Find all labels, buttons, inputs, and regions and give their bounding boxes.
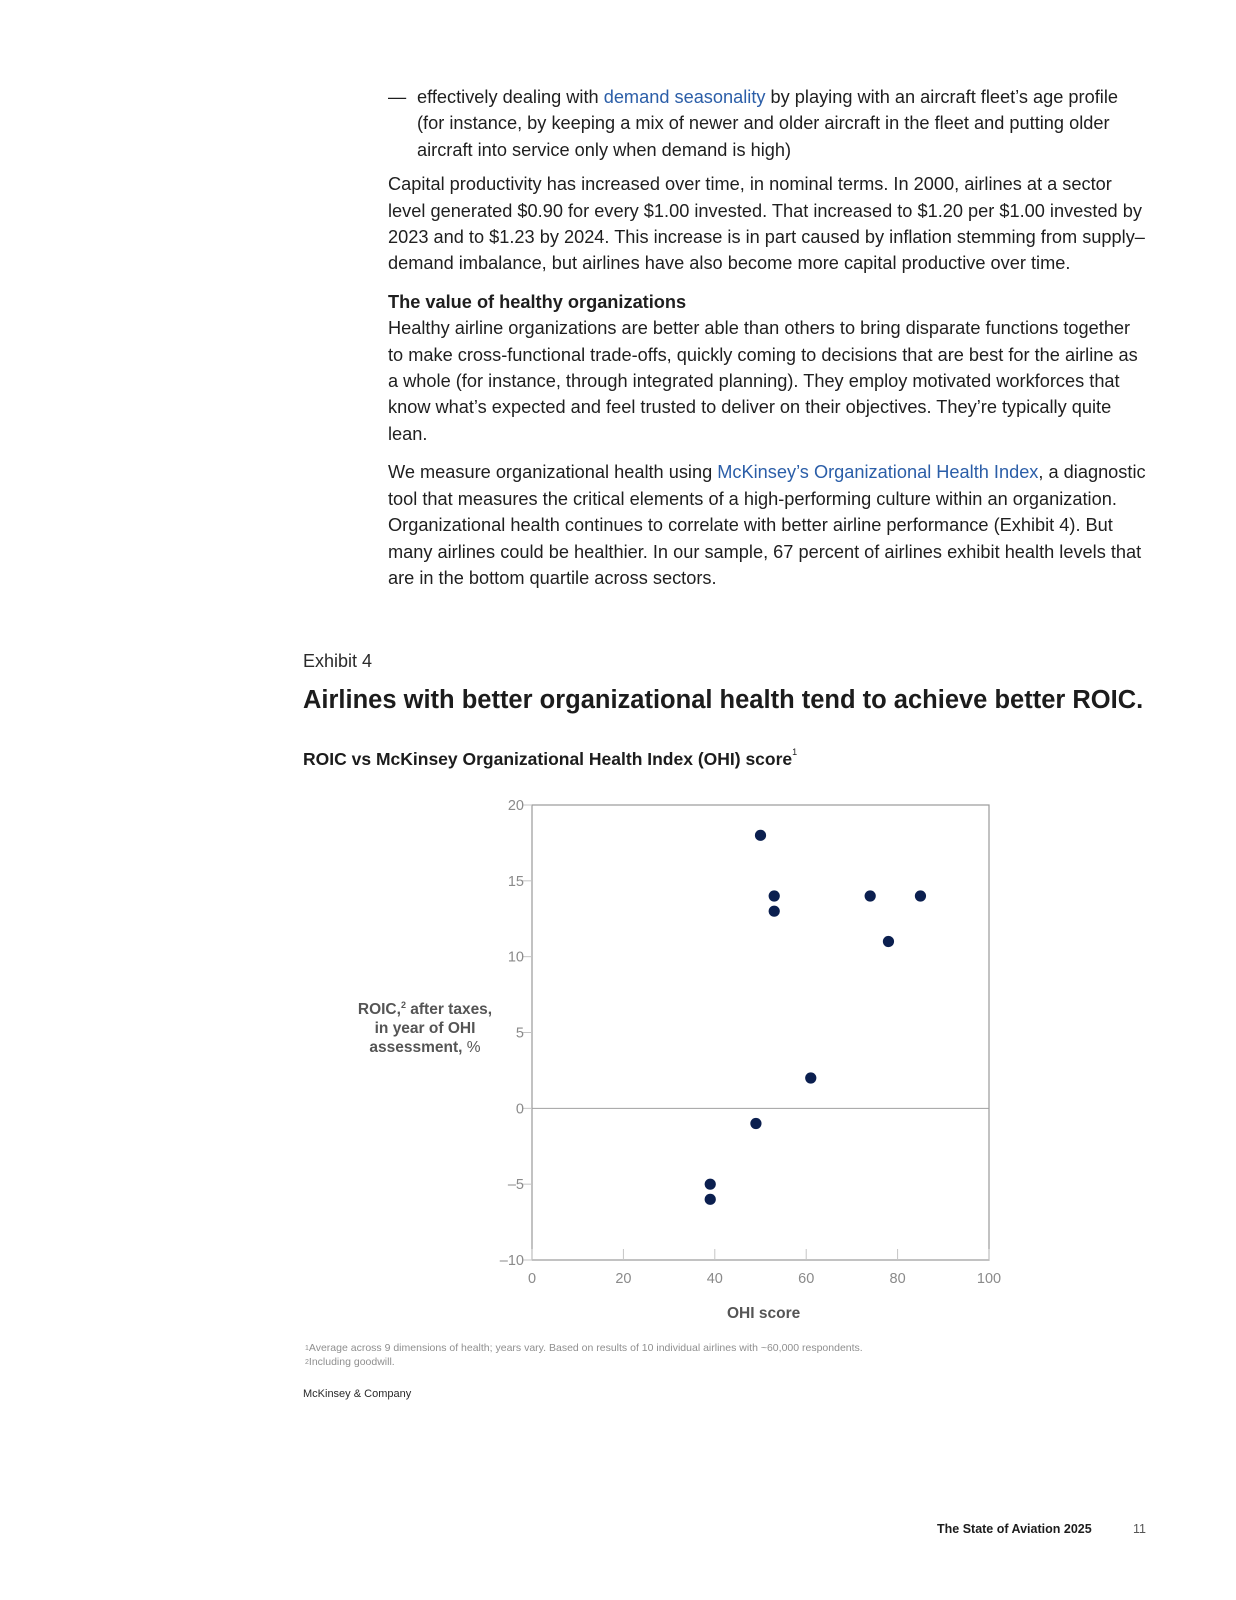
- ohi-link[interactable]: McKinsey’s Organizational Health Index: [717, 462, 1039, 483]
- capital-productivity-paragraph: Capital productivity has increased over …: [388, 174, 1145, 274]
- points-layer: [704, 829, 927, 1205]
- footer-publication-title: The State of Aviation 2025: [937, 1522, 1092, 1536]
- footnote-2: 2Including goodwill.: [305, 1356, 863, 1370]
- plot-frame: [531, 804, 990, 1261]
- page-number: 11: [1133, 1522, 1146, 1536]
- y-tick-label: –10: [500, 1253, 524, 1269]
- data-point: [768, 890, 780, 902]
- chart-subtitle-text: ROIC vs McKinsey Organizational Health I…: [303, 749, 793, 769]
- chart-subtitle-footnote-ref: 1: [792, 747, 798, 757]
- y-tick-label: 10: [508, 950, 524, 966]
- data-point: [768, 905, 780, 917]
- footnote-2-marker: 2: [305, 1358, 309, 1366]
- footnotes: 1Average across 9 dimensions of health; …: [305, 1342, 863, 1369]
- y-axis-label: ROIC,2 after taxes, in year of OHI asses…: [350, 996, 500, 1057]
- data-point: [805, 1072, 817, 1084]
- article-body: — effectively dealing with demand season…: [388, 84, 1150, 603]
- footnote-2-text: Including goodwill.: [308, 1355, 395, 1368]
- measure-text-before: We measure organizational health using: [388, 462, 718, 483]
- y-tick-label: 0: [516, 1101, 524, 1117]
- source-credit: McKinsey & Company: [303, 1388, 412, 1400]
- bullet-item: — effectively dealing with demand season…: [388, 84, 1150, 163]
- section-subheading: The value of healthy organizations: [388, 291, 687, 312]
- bullet-text-before: effectively dealing with: [417, 87, 604, 107]
- y-tick-label: 15: [508, 874, 524, 890]
- bullet-dash: —: [388, 87, 407, 107]
- exhibit-title: Airlines with better organizational heal…: [303, 686, 1144, 714]
- data-point: [864, 890, 876, 902]
- footnote-1-text: Average across 9 dimensions of health; y…: [308, 1342, 863, 1354]
- healthy-organizations-paragraph: Healthy airline organizations are better…: [388, 318, 1138, 444]
- bullet-text-after: by playing with an aircraft fleet’s age …: [417, 87, 1118, 160]
- x-tick-label: 0: [528, 1271, 536, 1287]
- healthy-organizations-section: The value of healthy organizations Healt…: [388, 289, 1150, 447]
- x-tick-label: 100: [977, 1271, 1001, 1287]
- data-point: [704, 1193, 716, 1205]
- data-point: [750, 1117, 762, 1130]
- y-axis-label-rest: after taxes, in year of OHI assessment,: [369, 1001, 493, 1057]
- footnote-1: 1Average across 9 dimensions of health; …: [305, 1342, 863, 1356]
- x-axis-label: OHI score: [727, 1305, 801, 1322]
- y-axis-label-main: ROIC,: [357, 1001, 401, 1019]
- exhibit-label: Exhibit 4: [303, 651, 373, 671]
- y-axis-label-footnote-ref: 2: [400, 1000, 406, 1010]
- y-tick-label: 5: [516, 1026, 524, 1042]
- x-tick-label: 40: [707, 1271, 723, 1287]
- y-tick-label: –5: [508, 1177, 524, 1193]
- measure-text-after: , a diagnostic tool that measures the cr…: [388, 462, 1146, 588]
- data-point: [754, 829, 767, 841]
- x-tick-label: 60: [798, 1271, 814, 1287]
- data-point: [882, 935, 895, 948]
- data-point: [914, 890, 927, 902]
- x-tick-label: 80: [890, 1271, 906, 1287]
- chart-subtitle: ROIC vs McKinsey Organizational Health I…: [303, 747, 798, 770]
- demand-seasonality-link[interactable]: demand seasonality: [603, 87, 766, 107]
- measure-paragraph: We measure organizational health using M…: [388, 459, 1150, 591]
- x-tick-label: 20: [615, 1271, 631, 1287]
- footnote-1-marker: 1: [305, 1345, 309, 1352]
- y-axis-label-unit: %: [466, 1039, 481, 1057]
- data-point: [704, 1178, 716, 1190]
- y-tick-label: 20: [508, 798, 524, 814]
